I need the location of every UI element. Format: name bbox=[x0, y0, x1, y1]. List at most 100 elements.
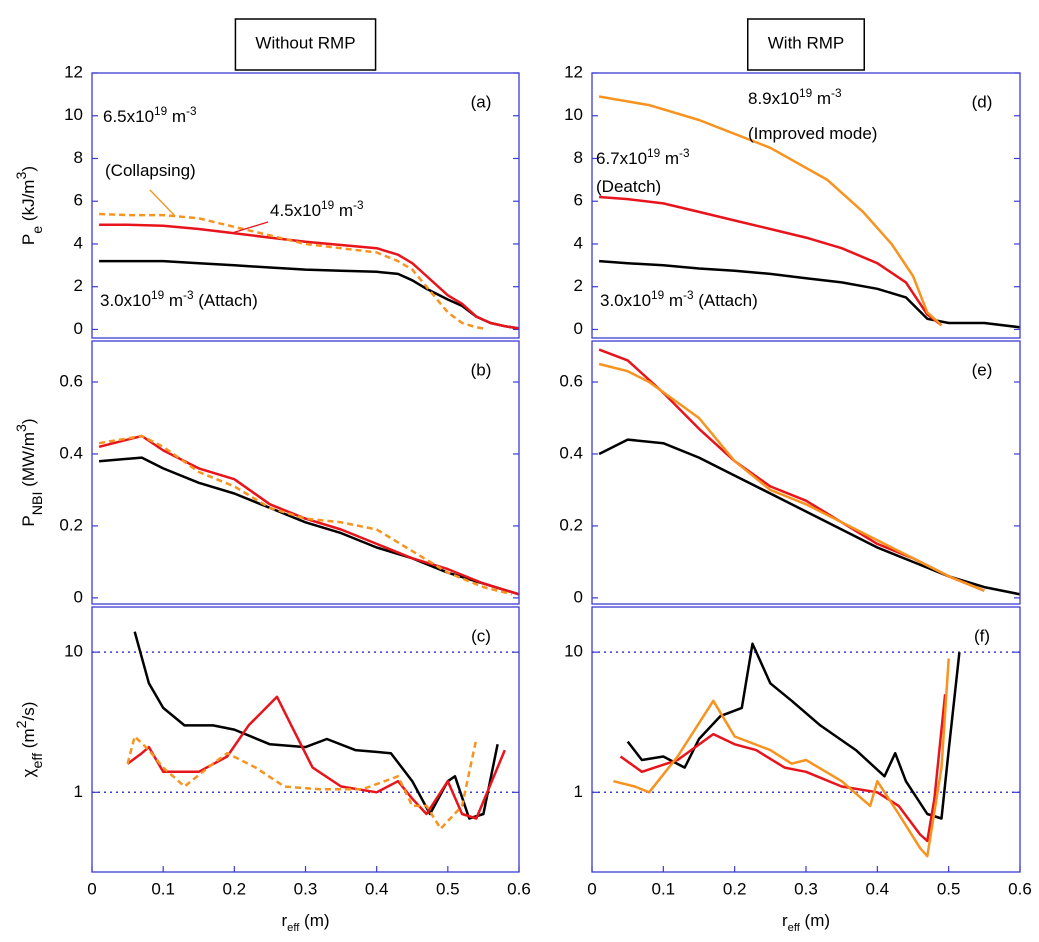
plot-frame bbox=[591, 72, 1021, 339]
rich-text: 4.5x1019 m-3 bbox=[270, 199, 364, 221]
text-run: P bbox=[19, 515, 38, 526]
rich-text: 3.0x1019 m-3 (Attach) bbox=[600, 289, 758, 311]
x-tick-label: 0.1 bbox=[652, 879, 676, 898]
y-tick-label: 0 bbox=[74, 319, 83, 338]
superscript: 19 bbox=[651, 289, 664, 302]
text-run: (m bbox=[19, 728, 38, 753]
subscript: eff bbox=[788, 922, 801, 934]
rich-text: (Deatch) bbox=[596, 177, 661, 196]
superscript: -3 bbox=[831, 87, 842, 100]
text-run: m bbox=[812, 89, 831, 108]
y-tick-label: 10 bbox=[564, 105, 583, 124]
text-run: m bbox=[664, 291, 683, 310]
leader-line bbox=[231, 221, 269, 234]
data-line bbox=[599, 259, 1020, 329]
x-tick-label: 0 bbox=[587, 879, 596, 898]
data-line bbox=[598, 438, 1020, 596]
panel-label: (f) bbox=[974, 626, 990, 645]
y-tick-label: 2 bbox=[574, 276, 583, 295]
superscript: 19 bbox=[151, 289, 164, 302]
rich-text: 6.5x1019 m-3 bbox=[103, 105, 197, 127]
x-tick-label: 0.6 bbox=[1008, 879, 1032, 898]
leader-line bbox=[149, 189, 176, 217]
x-tick-label: 0.5 bbox=[436, 879, 460, 898]
superscript: -3 bbox=[683, 289, 694, 302]
text-run: 6.5x10 bbox=[103, 107, 154, 126]
text-run: r bbox=[281, 911, 287, 930]
y-tick-label: 4 bbox=[74, 233, 83, 252]
rich-text: χeff (m2/s) bbox=[14, 702, 46, 778]
text-run: 3.0x10 bbox=[600, 291, 651, 310]
superscript: 3 bbox=[14, 172, 30, 180]
data-line bbox=[98, 456, 519, 596]
column-title: Without RMP bbox=[255, 33, 355, 52]
text-run: 6.7x10 bbox=[596, 149, 647, 168]
x-tick-label: 0.3 bbox=[294, 879, 318, 898]
plot-frame bbox=[91, 72, 520, 339]
subscript: eff bbox=[30, 753, 46, 769]
x-tick-label: 0.4 bbox=[866, 879, 890, 898]
data-line bbox=[619, 694, 947, 843]
title-box bbox=[747, 18, 865, 71]
y-tick-label: 0.2 bbox=[59, 515, 83, 534]
text-run: r bbox=[782, 911, 788, 930]
panel-label: (b) bbox=[471, 360, 492, 379]
data-line bbox=[126, 735, 478, 830]
data-line bbox=[99, 212, 484, 330]
text-run: 4.5x10 bbox=[270, 201, 321, 220]
x-tick-label: 0.4 bbox=[365, 879, 389, 898]
superscript: 3 bbox=[14, 424, 30, 432]
data-line bbox=[126, 695, 506, 820]
superscript: 19 bbox=[647, 147, 660, 160]
superscript: 2 bbox=[14, 720, 30, 728]
subscript: NBI bbox=[30, 491, 46, 515]
rich-text: reff (m) bbox=[782, 911, 830, 933]
panel-label: (a) bbox=[471, 92, 492, 111]
subscript: e bbox=[30, 226, 46, 234]
text-run: χ bbox=[19, 768, 38, 777]
superscript: -3 bbox=[679, 147, 690, 160]
plot-frame bbox=[91, 606, 520, 873]
text-run: m bbox=[164, 291, 183, 310]
rich-text: (Improved mode) bbox=[748, 124, 877, 143]
x-tick-label: 0.6 bbox=[507, 879, 531, 898]
text-run: (Deatch) bbox=[596, 177, 661, 196]
x-tick-label: 0.2 bbox=[723, 879, 747, 898]
text-run: (Collapsing) bbox=[105, 161, 196, 180]
x-tick-label: 0 bbox=[87, 879, 96, 898]
y-tick-label: 10 bbox=[564, 642, 583, 661]
panel-label: (c) bbox=[471, 626, 491, 645]
text-run: (Attach) bbox=[694, 291, 758, 310]
y-tick-label: 10 bbox=[64, 642, 83, 661]
y-tick-label: 6 bbox=[74, 191, 83, 210]
rich-text: PNBI (MW/m3) bbox=[14, 418, 46, 526]
y-tick-label: 1 bbox=[74, 782, 83, 801]
y-tick-label: 0.6 bbox=[59, 371, 83, 390]
superscript: -3 bbox=[353, 199, 364, 212]
rich-text: 6.7x1019 m-3 bbox=[596, 147, 690, 169]
y-tick-label: 0 bbox=[574, 319, 583, 338]
text-run: (MW/m bbox=[19, 432, 38, 491]
text-run: ) bbox=[19, 166, 38, 172]
plot-frame bbox=[591, 606, 1021, 873]
data-line bbox=[98, 434, 519, 596]
data-line bbox=[133, 631, 499, 820]
subscript: eff bbox=[287, 922, 300, 934]
data-line bbox=[598, 362, 985, 592]
rich-text: Pe (kJ/m3) bbox=[14, 166, 46, 245]
rich-text: 8.9x1019 m-3 bbox=[748, 87, 842, 109]
x-tick-label: 0.1 bbox=[151, 879, 175, 898]
column-title: With RMP bbox=[768, 33, 845, 52]
superscript: 19 bbox=[321, 199, 334, 212]
data-line bbox=[613, 658, 950, 858]
text-run: (m) bbox=[800, 911, 830, 930]
text-run: P bbox=[19, 234, 38, 245]
rich-text: reff (m) bbox=[281, 911, 329, 933]
y-tick-label: 0.2 bbox=[559, 515, 583, 534]
panel-label: (d) bbox=[972, 92, 993, 111]
rich-text: 3.0x1019 m-3 (Attach) bbox=[100, 289, 258, 311]
text-run: m bbox=[167, 107, 186, 126]
data-line bbox=[99, 223, 519, 330]
text-run: 3.0x10 bbox=[100, 291, 151, 310]
